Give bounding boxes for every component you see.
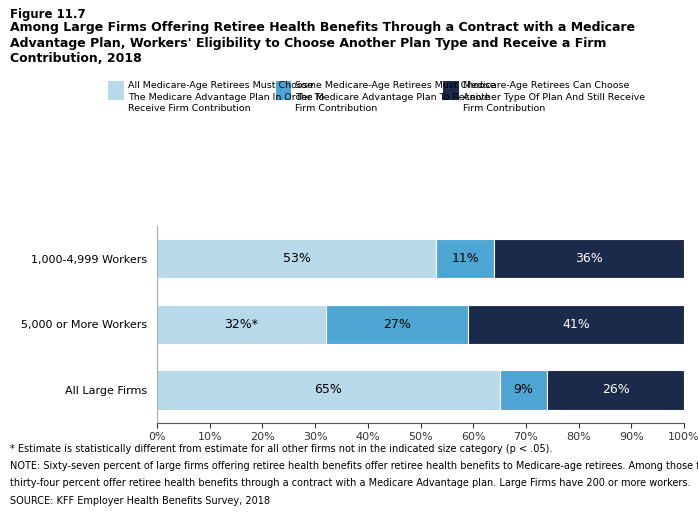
Text: Contribution, 2018: Contribution, 2018 [10, 52, 142, 66]
Text: 65%: 65% [314, 383, 342, 396]
Text: 53%: 53% [283, 252, 311, 265]
Text: NOTE: Sixty-seven percent of large firms offering retiree health benefits offer : NOTE: Sixty-seven percent of large firms… [10, 461, 698, 471]
Text: Among Large Firms Offering Retiree Health Benefits Through a Contract with a Med: Among Large Firms Offering Retiree Healt… [10, 21, 636, 34]
Text: All Medicare-Age Retirees Must Choose
The Medicare Advantage Plan In Order To
Re: All Medicare-Age Retirees Must Choose Th… [128, 81, 324, 113]
Text: 11%: 11% [452, 252, 480, 265]
Bar [157, 239, 436, 278]
Text: Figure 11.7: Figure 11.7 [10, 8, 86, 21]
Text: 41%: 41% [562, 318, 590, 331]
Bar [157, 370, 500, 410]
Bar [494, 239, 684, 278]
Bar [326, 304, 468, 344]
Text: Medicare-Age Retirees Can Choose
Another Type Of Plan And Still Receive
Firm Con: Medicare-Age Retirees Can Choose Another… [463, 81, 645, 113]
Text: 9%: 9% [513, 383, 533, 396]
Bar [157, 304, 326, 344]
Bar [436, 239, 494, 278]
Bar [547, 370, 684, 410]
Text: 36%: 36% [575, 252, 603, 265]
Text: * Estimate is statistically different from estimate for all other firms not in t: * Estimate is statistically different fr… [10, 444, 553, 454]
Text: thirty-four percent offer retiree health benefits through a contract with a Medi: thirty-four percent offer retiree health… [10, 478, 691, 488]
Text: 27%: 27% [383, 318, 410, 331]
Text: 32%*: 32%* [224, 318, 258, 331]
Text: Advantage Plan, Workers' Eligibility to Choose Another Plan Type and Receive a F: Advantage Plan, Workers' Eligibility to … [10, 37, 607, 50]
Text: 26%: 26% [602, 383, 630, 396]
Bar [468, 304, 684, 344]
Text: SOURCE: KFF Employer Health Benefits Survey, 2018: SOURCE: KFF Employer Health Benefits Sur… [10, 496, 270, 506]
Text: Some Medicare-Age Retirees Must Choose
The Medicare Advantage Plan To Receive
Fi: Some Medicare-Age Retirees Must Choose T… [295, 81, 496, 113]
Bar [500, 370, 547, 410]
